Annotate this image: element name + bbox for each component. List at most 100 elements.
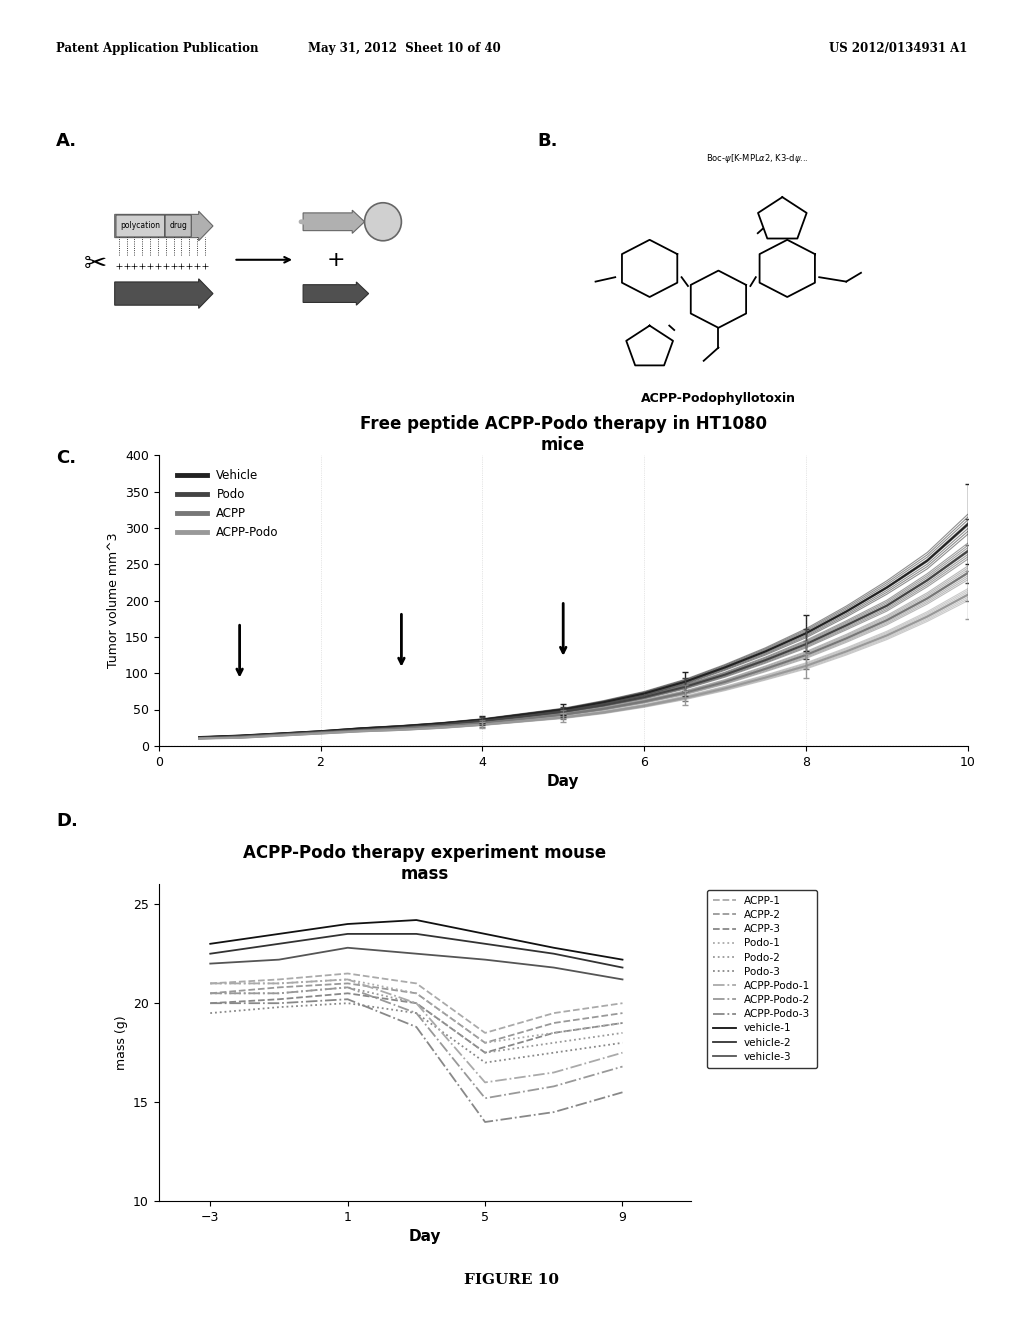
Vehicle	[557, 702, 569, 718]
FancyArrow shape	[303, 210, 365, 234]
ACPP	[274, 727, 287, 743]
Text: ✂: ✂	[84, 249, 108, 279]
ACPP-Podo	[800, 657, 812, 673]
Podo	[436, 717, 449, 733]
Text: A.: A.	[56, 132, 78, 150]
ACPP	[800, 647, 812, 663]
Podo	[679, 678, 691, 694]
Line: ACPP-Podo: ACPP-Podo	[199, 595, 968, 739]
ACPP-Podo	[233, 730, 246, 746]
Text: Boc-$\psi$[K-MPL$\alpha$2, K3-d$\psi$...: Boc-$\psi$[K-MPL$\alpha$2, K3-d$\psi$...	[707, 152, 809, 165]
Vehicle	[395, 718, 408, 734]
ACPP-Podo	[598, 705, 610, 721]
ACPP	[193, 731, 205, 747]
Vehicle	[841, 603, 853, 619]
ACPP-Podo	[517, 713, 529, 729]
Text: +: +	[327, 249, 345, 269]
ACPP	[314, 725, 327, 741]
Text: C.: C.	[56, 449, 77, 467]
FancyBboxPatch shape	[165, 215, 191, 238]
Vehicle	[719, 660, 731, 676]
FancyArrow shape	[115, 279, 213, 309]
Text: D.: D.	[56, 812, 78, 830]
ACPP-Podo	[760, 669, 772, 685]
Vehicle	[193, 729, 205, 744]
ACPP-Podo	[557, 710, 569, 726]
Vehicle	[436, 715, 449, 731]
Podo	[962, 544, 974, 560]
Podo	[233, 729, 246, 744]
Text: FIGURE 10: FIGURE 10	[465, 1272, 559, 1287]
ACPP	[476, 715, 488, 731]
Vehicle	[922, 553, 934, 569]
FancyArrow shape	[303, 282, 369, 305]
Podo	[800, 636, 812, 652]
ACPP-Podo	[719, 681, 731, 697]
Podo	[395, 719, 408, 735]
ACPP	[233, 729, 246, 744]
FancyArrow shape	[115, 211, 213, 240]
ACPP	[557, 706, 569, 722]
Legend: Vehicle, Podo, ACPP, ACPP-Podo: Vehicle, Podo, ACPP, ACPP-Podo	[173, 465, 284, 544]
Vehicle	[314, 723, 327, 739]
Vehicle	[355, 721, 368, 737]
Text: drug: drug	[169, 222, 187, 231]
ACPP-Podo	[922, 609, 934, 624]
Vehicle	[274, 726, 287, 742]
Podo	[841, 618, 853, 634]
Line: Vehicle: Vehicle	[199, 524, 968, 737]
ACPP-Podo	[314, 726, 327, 742]
Vehicle	[800, 626, 812, 642]
Podo	[314, 725, 327, 741]
Line: ACPP: ACPP	[199, 573, 968, 739]
Title: Free peptide ACPP-Podo therapy in HT1080
mice: Free peptide ACPP-Podo therapy in HT1080…	[359, 414, 767, 454]
ACPP	[436, 718, 449, 734]
Vehicle	[598, 694, 610, 710]
Podo	[355, 722, 368, 738]
X-axis label: Day: Day	[409, 1229, 441, 1245]
Vehicle	[476, 711, 488, 727]
ACPP-Podo	[395, 722, 408, 738]
Vehicle	[679, 675, 691, 690]
Podo	[881, 598, 893, 614]
ACPP	[679, 685, 691, 701]
Podo	[598, 697, 610, 713]
Podo	[922, 573, 934, 589]
ACPP-Podo	[476, 717, 488, 733]
Text: B.: B.	[538, 132, 558, 150]
ACPP-Podo	[841, 643, 853, 659]
Vehicle	[233, 727, 246, 743]
X-axis label: Day: Day	[547, 774, 580, 789]
ACPP-Podo	[436, 719, 449, 735]
ACPP-Podo	[881, 627, 893, 643]
ACPP	[395, 721, 408, 737]
Title: ACPP-Podo therapy experiment mouse
mass: ACPP-Podo therapy experiment mouse mass	[244, 843, 606, 883]
Podo	[638, 689, 650, 705]
ACPP	[922, 590, 934, 606]
Podo	[760, 652, 772, 668]
Podo	[193, 730, 205, 746]
Text: ACPP-Podophyllotoxin: ACPP-Podophyllotoxin	[641, 392, 796, 405]
Vehicle	[962, 516, 974, 532]
Y-axis label: Tumor volume mm^3: Tumor volume mm^3	[106, 533, 120, 668]
Legend: ACPP-1, ACPP-2, ACPP-3, Podo-1, Podo-2, Podo-3, ACPP-Podo-1, ACPP-Podo-2, ACPP-P: ACPP-1, ACPP-2, ACPP-3, Podo-1, Podo-2, …	[707, 890, 817, 1068]
Circle shape	[365, 203, 401, 240]
Podo	[719, 667, 731, 682]
Text: Patent Application Publication: Patent Application Publication	[56, 42, 259, 55]
Line: Podo: Podo	[199, 552, 968, 738]
Text: May 31, 2012  Sheet 10 of 40: May 31, 2012 Sheet 10 of 40	[308, 42, 501, 55]
ACPP-Podo	[638, 698, 650, 714]
Text: US 2012/0134931 A1: US 2012/0134931 A1	[829, 42, 968, 55]
Vehicle	[881, 579, 893, 595]
Text: polycation: polycation	[120, 222, 161, 231]
ACPP	[598, 701, 610, 717]
Podo	[476, 713, 488, 729]
ACPP	[841, 631, 853, 647]
ACPP-Podo	[962, 587, 974, 603]
Vehicle	[638, 685, 650, 701]
Vehicle	[760, 643, 772, 659]
ACPP	[881, 612, 893, 628]
Y-axis label: mass (g): mass (g)	[115, 1015, 128, 1071]
Vehicle	[517, 706, 529, 722]
ACPP	[719, 675, 731, 690]
